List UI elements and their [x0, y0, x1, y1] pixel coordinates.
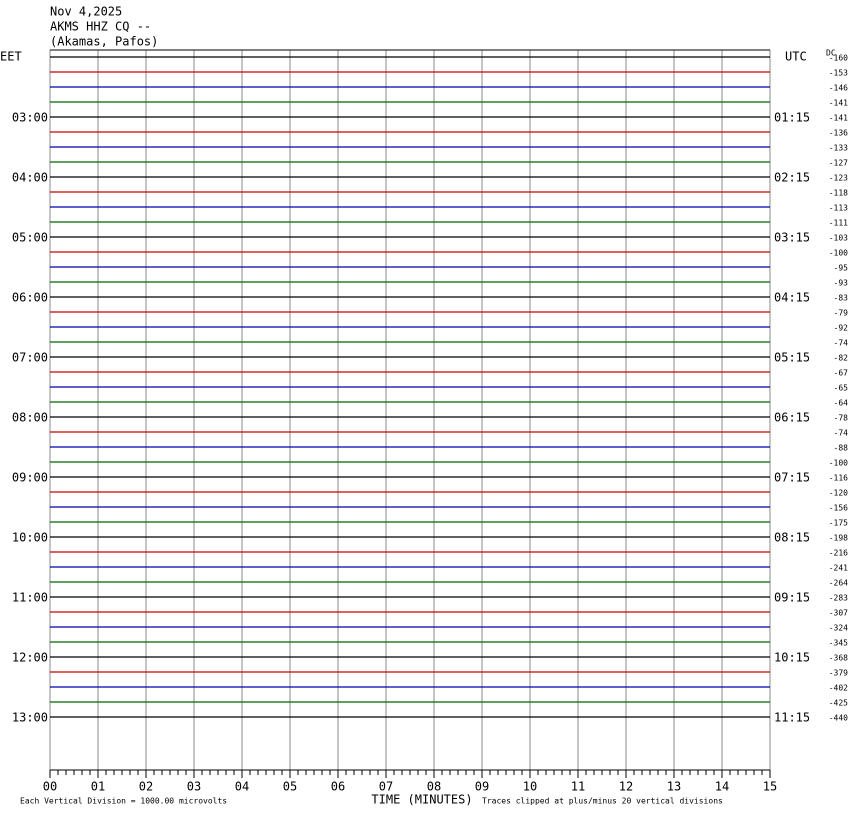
station: AKMS HHZ CQ --: [50, 20, 151, 34]
right-time-label: 02:15: [774, 171, 810, 185]
dc-offset: -216: [829, 549, 848, 558]
x-tick-label: 05: [283, 780, 297, 794]
left-time-label: 08:00: [12, 411, 48, 425]
x-tick-label: 08: [427, 780, 441, 794]
dc-offset: -118: [829, 189, 848, 198]
left-time-label: 12:00: [12, 651, 48, 665]
x-tick-label: 04: [235, 780, 249, 794]
right-time-label: 04:15: [774, 291, 810, 305]
right-time-label: 05:15: [774, 351, 810, 365]
dc-offset: -264: [829, 579, 848, 588]
x-tick-label: 02: [139, 780, 153, 794]
left-time-label: 03:00: [12, 111, 48, 125]
dc-offset: -95: [834, 264, 849, 273]
dc-offset: -425: [829, 699, 848, 708]
dc-offset: -78: [834, 414, 849, 423]
x-axis-label: TIME (MINUTES): [371, 793, 472, 807]
dc-offset: -241: [829, 564, 848, 573]
x-tick-label: 10: [523, 780, 537, 794]
left-time-label: 05:00: [12, 231, 48, 245]
dc-offset: -74: [834, 339, 849, 348]
dc-offset: -175: [829, 519, 848, 528]
dc-offset: -83: [834, 294, 849, 303]
dc-offset: -198: [829, 534, 848, 543]
dc-offset: -141: [829, 114, 848, 123]
scale-note: Each Vertical Division = 1000.00 microvo…: [20, 797, 227, 806]
right-time-label: 09:15: [774, 591, 810, 605]
dc-offset: -146: [829, 84, 848, 93]
dc-offset: -307: [829, 609, 848, 618]
x-tick-label: 11: [571, 780, 585, 794]
x-tick-label: 03: [187, 780, 201, 794]
dc-offset: -123: [829, 174, 848, 183]
dc-offset: -88: [834, 444, 849, 453]
dc-offset: -160: [829, 54, 848, 63]
dc-offset: -67: [834, 369, 849, 378]
dc-offset: -136: [829, 129, 848, 138]
dc-offset: -156: [829, 504, 848, 513]
x-tick-label: 00: [43, 780, 57, 794]
chart-title: Nov 4,2025: [50, 5, 122, 19]
dc-offset: -440: [829, 714, 848, 723]
left-time-label: 10:00: [12, 531, 48, 545]
dc-label: DC: [826, 49, 836, 58]
dc-offset: -100: [829, 249, 848, 258]
left-time-label: 07:00: [12, 351, 48, 365]
x-tick-label: 06: [331, 780, 345, 794]
dc-offset: -120: [829, 489, 848, 498]
dc-offset: -79: [834, 309, 849, 318]
clip-note: Traces clipped at plus/minus 20 vertical…: [482, 797, 723, 806]
right-time-label: 07:15: [774, 471, 810, 485]
dc-offset: -141: [829, 99, 848, 108]
dc-offset: -368: [829, 654, 848, 663]
right-time-label: 06:15: [774, 411, 810, 425]
left-time-label: 04:00: [12, 171, 48, 185]
dc-offset: -127: [829, 159, 848, 168]
x-tick-label: 12: [619, 780, 633, 794]
dc-offset: -64: [834, 399, 849, 408]
dc-offset: -92: [834, 324, 849, 333]
dc-offset: -402: [829, 684, 848, 693]
dc-offset: -74: [834, 429, 849, 438]
dc-offset: -82: [834, 354, 849, 363]
right-time-label: 10:15: [774, 651, 810, 665]
left-axis-label: EET: [0, 50, 22, 64]
dc-offset: -283: [829, 594, 848, 603]
right-time-label: 01:15: [774, 111, 810, 125]
dc-offset: -379: [829, 669, 848, 678]
dc-offset: -103: [829, 234, 848, 243]
x-tick-label: 15: [763, 780, 777, 794]
dc-offset: -93: [834, 279, 849, 288]
location: (Akamas, Pafos): [50, 35, 158, 49]
right-time-label: 03:15: [774, 231, 810, 245]
right-axis-label: UTC: [785, 50, 807, 64]
dc-offset: -111: [829, 219, 848, 228]
x-tick-label: 07: [379, 780, 393, 794]
left-time-label: 09:00: [12, 471, 48, 485]
x-tick-label: 13: [667, 780, 681, 794]
left-time-label: 11:00: [12, 591, 48, 605]
x-tick-label: 14: [715, 780, 729, 794]
dc-offset: -133: [829, 144, 848, 153]
dc-offset: -65: [834, 384, 849, 393]
dc-offset: -345: [829, 639, 848, 648]
dc-offset: -100: [829, 459, 848, 468]
right-time-label: 08:15: [774, 531, 810, 545]
left-time-label: 13:00: [12, 711, 48, 725]
dc-offset: -116: [829, 474, 848, 483]
left-time-label: 06:00: [12, 291, 48, 305]
x-tick-label: 01: [91, 780, 105, 794]
dc-offset: -113: [829, 204, 848, 213]
x-tick-label: 09: [475, 780, 489, 794]
right-time-label: 11:15: [774, 711, 810, 725]
dc-offset: -324: [829, 624, 848, 633]
dc-offset: -153: [829, 69, 848, 78]
